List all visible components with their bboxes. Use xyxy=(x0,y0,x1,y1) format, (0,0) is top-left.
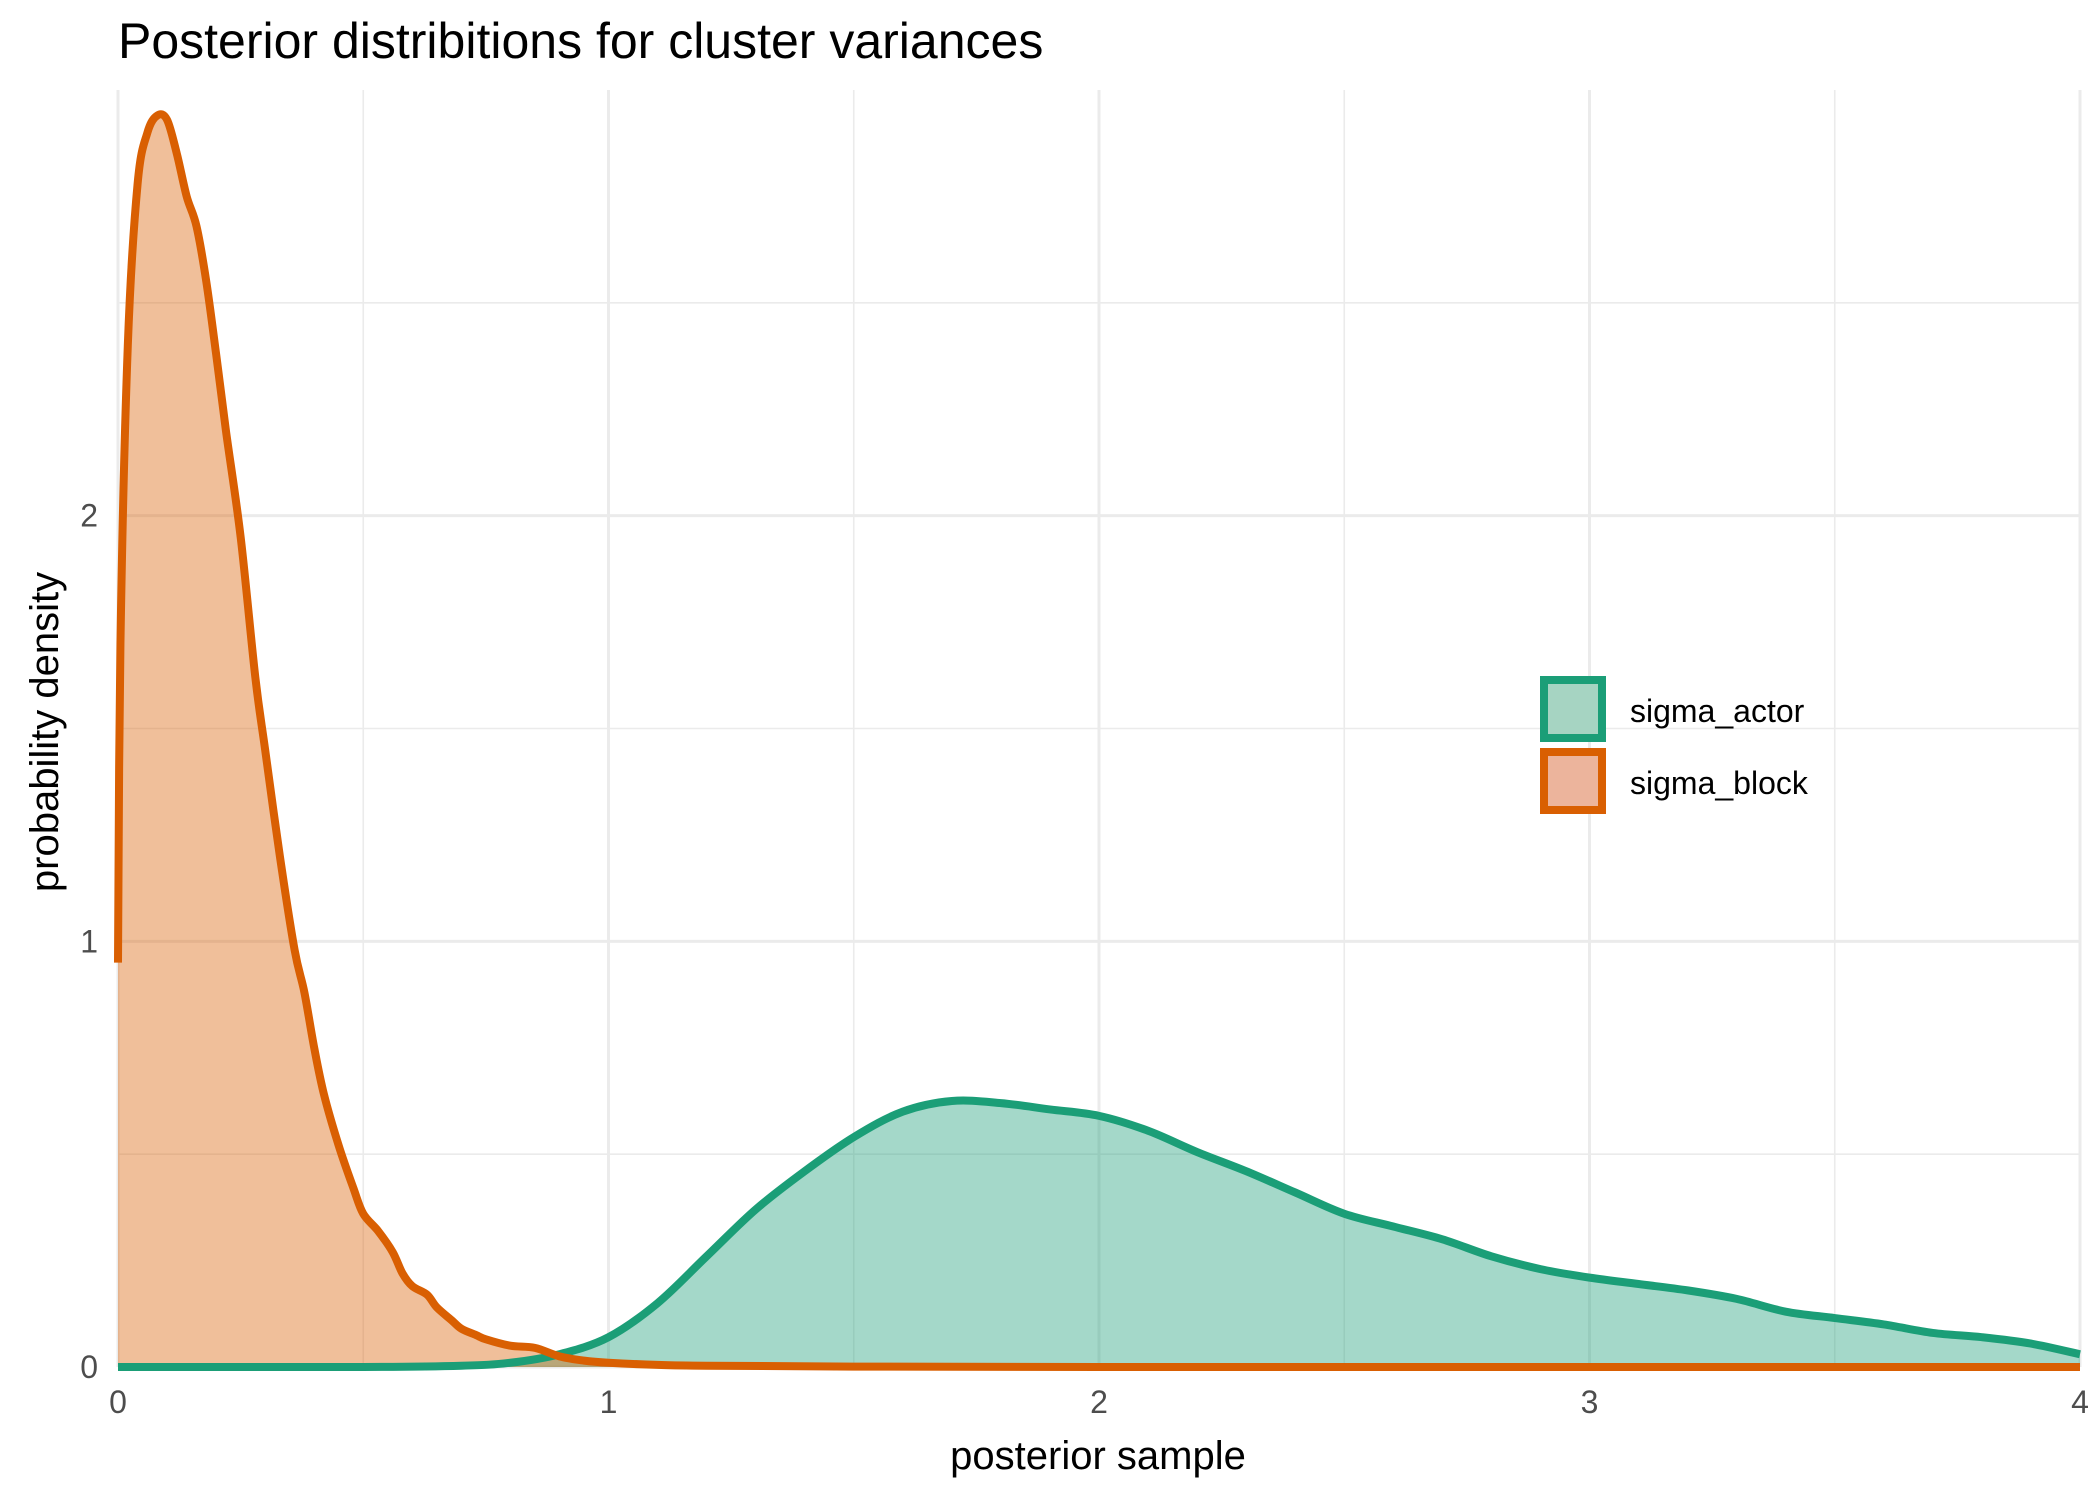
legend: sigma_actor sigma_block xyxy=(1540,676,1809,814)
legend-label-sigma-actor: sigma_actor xyxy=(1630,693,1805,729)
y-axis-label: probability density xyxy=(23,572,67,892)
density-areas xyxy=(118,114,2080,1367)
density-sigma-actor-line xyxy=(118,1096,2081,1371)
legend-label-sigma-block: sigma_block xyxy=(1630,765,1809,801)
y-tick-label: 1 xyxy=(80,923,98,959)
y-tick-label: 0 xyxy=(80,1349,98,1385)
x-tick-label: 1 xyxy=(600,1384,618,1420)
x-tick-label: 3 xyxy=(1581,1384,1599,1420)
x-tick-label: 4 xyxy=(2071,1384,2089,1420)
x-tick-label: 2 xyxy=(1090,1384,1108,1420)
x-axis-label: posterior sample xyxy=(950,1434,1246,1478)
y-tick-label: 2 xyxy=(80,498,98,534)
legend-key-sigma-actor xyxy=(1540,676,1606,742)
density-sigma-actor-area xyxy=(118,1100,2080,1367)
tick-labels: 0 1 2 3 4 0 1 2 xyxy=(80,498,2089,1420)
chart-title: Posterior distribitions for cluster vari… xyxy=(118,13,1043,69)
density-sigma-block-area xyxy=(118,114,2080,1367)
density-sigma-block-line xyxy=(114,110,2080,1372)
legend-key-sigma-block xyxy=(1540,748,1606,814)
x-tick-label: 0 xyxy=(109,1384,127,1420)
density-lines xyxy=(114,110,2081,1372)
